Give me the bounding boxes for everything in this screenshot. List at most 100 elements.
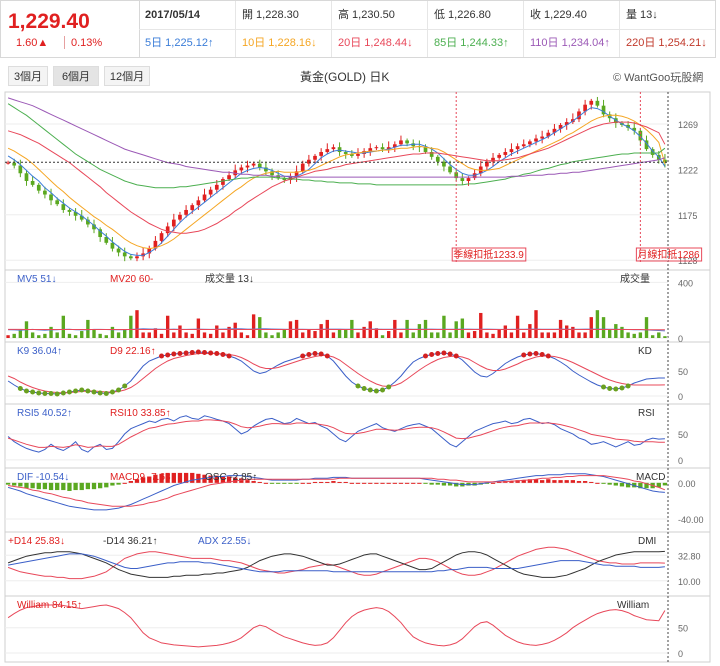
osc-bar bbox=[644, 482, 649, 489]
annotation-text-0: 季線扣抵1233.9 bbox=[453, 248, 524, 261]
volume-bar bbox=[546, 332, 550, 338]
osc-bar bbox=[607, 482, 612, 485]
candle-body bbox=[503, 152, 508, 155]
osc-bar bbox=[61, 482, 66, 491]
volume-bar bbox=[61, 315, 66, 338]
volume-bar bbox=[37, 335, 41, 338]
volume-bar bbox=[116, 332, 121, 338]
kd-oversold-dot bbox=[60, 390, 66, 396]
volume-bar bbox=[356, 332, 360, 338]
candle-body bbox=[86, 219, 90, 225]
osc-bar bbox=[251, 481, 256, 483]
candle-body bbox=[331, 147, 336, 150]
osc-bar bbox=[190, 472, 195, 483]
ma-85-label: 85日 1,244.33↑ bbox=[427, 29, 523, 57]
kd-oversold-dot bbox=[103, 391, 109, 396]
osc-bar bbox=[441, 482, 447, 486]
tab-6-months[interactable]: 6個月 bbox=[53, 66, 99, 86]
kd-oversold-dot bbox=[97, 390, 103, 396]
osc-bar bbox=[98, 482, 103, 489]
candle-body bbox=[257, 163, 262, 168]
rsi-label-1: RSI10 33.85↑ bbox=[110, 408, 171, 419]
candle-body bbox=[129, 256, 133, 259]
candle-body bbox=[190, 205, 195, 210]
volume-label-3: 成交量 bbox=[620, 272, 650, 285]
osc-bar bbox=[325, 481, 330, 483]
dmi-label-2: ADX 22.55↓ bbox=[198, 536, 251, 547]
volume-bar bbox=[6, 335, 10, 338]
candle-body bbox=[374, 147, 379, 149]
osc-bar bbox=[122, 482, 127, 484]
volume-bar bbox=[380, 335, 385, 338]
kd-overbought-dot bbox=[312, 351, 318, 356]
osc-bar bbox=[42, 482, 48, 490]
volume-bar bbox=[18, 329, 23, 338]
candle-body bbox=[577, 111, 581, 120]
osc-bar bbox=[423, 482, 428, 484]
candle-body bbox=[429, 152, 434, 157]
candle-body bbox=[515, 146, 520, 150]
volume-bar bbox=[80, 331, 84, 338]
volume-bar bbox=[540, 332, 544, 338]
volume-bar bbox=[620, 326, 624, 338]
moving-average-row: 5日 1,225.12↑ 10日 1,228.16↓ 20日 1,248.44↓… bbox=[139, 29, 715, 57]
candle-body bbox=[98, 229, 102, 238]
candle-body bbox=[104, 237, 109, 243]
osc-bar bbox=[55, 482, 60, 491]
volume-bar bbox=[411, 332, 415, 338]
volume-bar bbox=[129, 315, 133, 338]
osc-bar bbox=[558, 480, 563, 483]
plus-di-line bbox=[7, 546, 665, 580]
volume-bar bbox=[43, 333, 47, 338]
osc-bar bbox=[116, 482, 121, 485]
kd-oversold-dot bbox=[91, 389, 97, 395]
osc-bar bbox=[183, 472, 189, 483]
volume-bar bbox=[239, 332, 244, 338]
candle-body bbox=[202, 194, 207, 201]
volume-bar bbox=[571, 326, 575, 338]
william-label-0: William 84.15↑ bbox=[17, 600, 82, 611]
candle-body bbox=[466, 178, 471, 181]
volume-bar bbox=[632, 333, 636, 338]
osc-bar bbox=[662, 482, 668, 486]
minus-di-line bbox=[7, 550, 665, 578]
quote-date: 2017/05/14 bbox=[145, 9, 201, 21]
low-price: 低 1,226.80 bbox=[427, 1, 523, 29]
osc-bar bbox=[398, 482, 404, 484]
volume-bar bbox=[313, 331, 317, 338]
copyright-notice: © WantGoo玩股網 bbox=[613, 72, 704, 84]
osc-bar bbox=[656, 482, 661, 488]
candle-body bbox=[178, 214, 182, 220]
candle-body bbox=[264, 167, 268, 172]
osc-bar bbox=[276, 482, 281, 484]
osc-bar bbox=[171, 472, 176, 483]
dmi-label-1: -D14 36.21↑ bbox=[103, 536, 157, 547]
candle-body bbox=[417, 146, 422, 148]
kd-oversold-dot bbox=[122, 383, 128, 389]
kd-overbought-dot bbox=[533, 351, 539, 356]
osc-bar bbox=[110, 482, 115, 486]
kd-overbought-dot bbox=[453, 353, 459, 359]
candle-body bbox=[73, 211, 78, 216]
open-price: 開 1,228.30 bbox=[235, 1, 331, 29]
candle-body bbox=[485, 161, 489, 167]
ma20-line bbox=[7, 121, 666, 234]
volume-bar bbox=[233, 322, 237, 338]
candle-body bbox=[147, 248, 152, 254]
candle-body bbox=[435, 156, 440, 162]
rsi-tick-0: 50 bbox=[678, 430, 688, 440]
tab-3-months[interactable]: 3個月 bbox=[8, 66, 48, 86]
tab-12-months[interactable]: 12個月 bbox=[104, 66, 150, 86]
macd-label-0: DIF -10.54↓ bbox=[17, 472, 69, 483]
volume-bar bbox=[301, 332, 305, 338]
osc-bar bbox=[91, 482, 97, 490]
last-price: 1,229.40 bbox=[8, 10, 90, 33]
osc-bar bbox=[361, 482, 367, 484]
ma85-line bbox=[7, 103, 666, 189]
volume-bar bbox=[153, 328, 158, 338]
candle-body bbox=[288, 177, 293, 181]
kd-oversold-dot bbox=[66, 389, 72, 395]
change-divider bbox=[64, 36, 65, 49]
macd-panel: 0.00 -40.00 DIF -10.54↓ MACD9 -7.68↓ OSC -2.… bbox=[5, 472, 704, 525]
